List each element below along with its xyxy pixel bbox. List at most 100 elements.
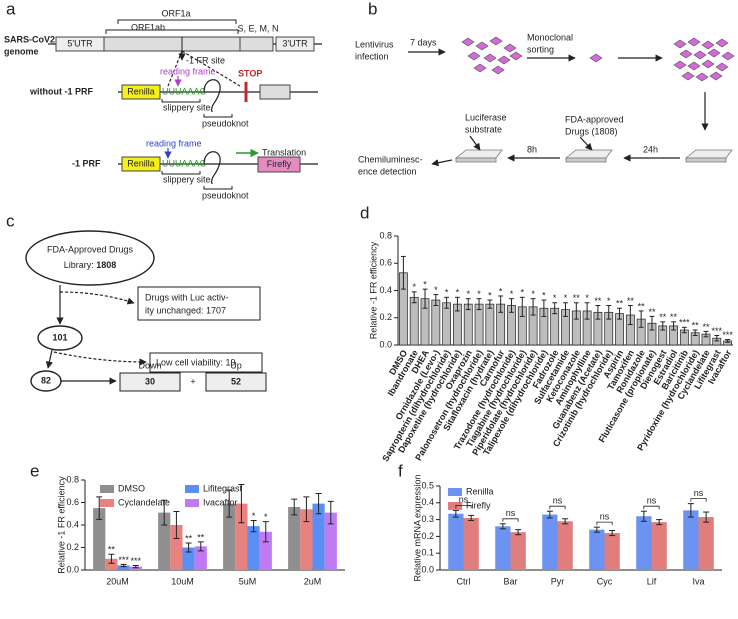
arrow (53, 351, 147, 366)
slippery-label: slippery site (163, 174, 211, 184)
significance: * (456, 288, 460, 298)
x-tick-label: Bar (503, 576, 517, 586)
x-tick-label: 10uM (171, 576, 194, 586)
significance: ns (694, 488, 704, 498)
significance-bracket (549, 505, 566, 510)
error-bar (627, 304, 633, 326)
legend-swatch (185, 485, 199, 493)
slippery-label: slippery site (163, 102, 211, 112)
group-label: Down (138, 360, 161, 370)
legend-label: DMSO (118, 483, 145, 493)
bar (300, 509, 313, 570)
count-value: 52 (231, 376, 241, 386)
box-label: Drugs with Luc activ- (145, 292, 229, 302)
bar (324, 512, 337, 570)
x-tick-label: Iva (692, 576, 704, 586)
significance: ** (197, 532, 205, 542)
significance: * (445, 288, 449, 298)
bar (223, 503, 236, 570)
bracket (161, 99, 201, 103)
y-tick-label: 0.0 (379, 339, 392, 349)
bar (463, 517, 479, 570)
significance: ** (594, 296, 602, 306)
error-bar (422, 288, 428, 309)
bar (557, 521, 573, 570)
bar (542, 514, 558, 570)
node-value: 82 (41, 375, 51, 385)
significance: ** (627, 296, 635, 306)
node-label: FDA-Approved Drugs (47, 244, 134, 254)
utr-label: 5'UTR (67, 38, 93, 48)
y-tick-label: 0.3 (421, 514, 434, 524)
error-bar (465, 298, 471, 311)
significance: * (412, 282, 416, 292)
error-bar (687, 503, 694, 518)
bracket (117, 19, 237, 24)
panel-label: c (6, 211, 15, 230)
box-label: Low cell viability: 19 (156, 357, 236, 367)
bar (604, 533, 620, 570)
error-bar (303, 496, 310, 523)
error-bar (640, 510, 647, 522)
step-label: 7 days (410, 37, 437, 47)
error-bar (660, 321, 666, 331)
utr-box (275, 36, 315, 52)
bar (495, 526, 511, 570)
significance: * (488, 290, 492, 300)
cell-cluster (673, 37, 735, 82)
error-bar (638, 310, 644, 328)
error-bar (476, 298, 482, 311)
significance: * (466, 289, 470, 299)
error-bar (714, 334, 720, 342)
significance: ** (648, 307, 656, 317)
significance: *** (722, 330, 733, 340)
zoom-line (181, 50, 241, 87)
orf-label: ORF1a (161, 8, 190, 18)
significance: ** (670, 312, 678, 322)
panel-label: a (6, 0, 16, 18)
significance: * (521, 288, 525, 298)
significance: * (252, 511, 256, 521)
bar (235, 503, 248, 570)
y-tick-label: 0.2 (379, 312, 392, 322)
stop-label: STOP (238, 68, 262, 78)
x-tick-label: Pyr (551, 576, 565, 586)
error-bar (617, 307, 622, 320)
significance-bracket (643, 505, 660, 510)
plate (565, 149, 613, 163)
error-bar (552, 302, 558, 315)
y-tick-label: 0.2 (421, 531, 434, 541)
count-box (119, 372, 181, 392)
error-bar (444, 296, 450, 309)
legend-swatch (100, 485, 114, 493)
pseudoknot (203, 151, 221, 185)
slippery-seq: UUUAAAC (162, 86, 207, 96)
panel-c: FDA-Approved Drugs Library: 1808 Drugs w… (25, 230, 267, 392)
significance: * (542, 290, 546, 300)
y-tick-label: 0.8 (66, 474, 79, 484)
significance: * (264, 512, 268, 522)
significance: ** (692, 320, 700, 330)
error-bar (584, 302, 590, 320)
gene-label: Renilla (127, 86, 155, 96)
bar (259, 531, 272, 570)
library-node (25, 230, 155, 286)
significance: * (564, 293, 568, 303)
error-bar (108, 553, 115, 564)
error-bar (226, 489, 233, 518)
legend-swatch (185, 499, 199, 507)
zoom-line (167, 50, 183, 87)
step-label: infection (355, 51, 389, 61)
error-bar (530, 298, 536, 316)
x-tick-label: 2uM (304, 576, 322, 586)
legend-swatch (448, 502, 462, 510)
count-box (205, 372, 267, 392)
error-bar (499, 523, 506, 530)
significance-bracket (596, 521, 613, 526)
significance: ** (185, 533, 193, 543)
plus: + (190, 376, 195, 386)
error-bar (563, 302, 568, 317)
bar (288, 507, 301, 570)
error-bar (671, 321, 676, 331)
reading-frame: reading frame (146, 138, 202, 148)
